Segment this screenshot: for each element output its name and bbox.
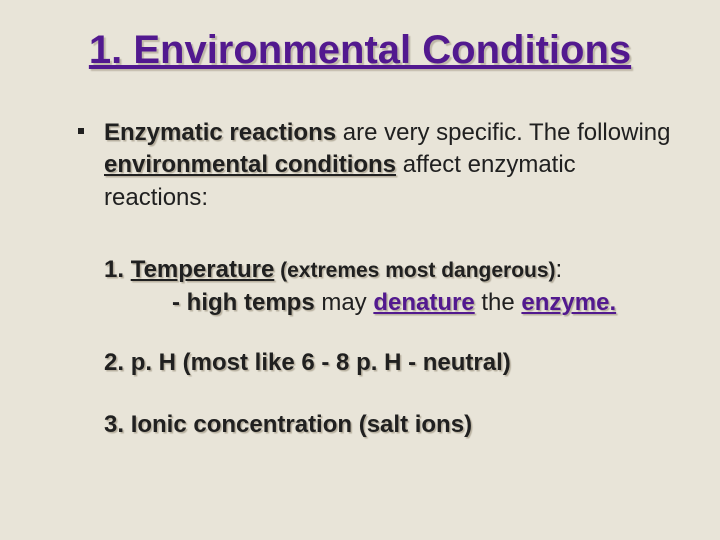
list-item-3: 3. Ionic concentration (salt ions) (48, 409, 672, 441)
intro-paragraph: Enzymatic reactions are very specific. T… (48, 117, 672, 214)
item1-subline: - high temps may denature the enzyme. (48, 289, 672, 317)
item1-sub-may: may (321, 289, 373, 316)
item1-sub-the: the (475, 289, 522, 316)
intro-bold-2: environmental conditions (104, 151, 396, 178)
list-item-1: 1. Temperature (extremes most dangerous)… (48, 254, 672, 286)
item1-paren: (extremes most dangerous) (274, 259, 555, 282)
item2-number: 2. (104, 349, 131, 376)
list-item-2: 2. p. H (most like 6 - 8 p. H - neutral) (48, 347, 672, 379)
item1-label: Temperature (131, 256, 275, 283)
item1-sub-denature: denature (373, 289, 474, 316)
intro-text-1: are very specific. The following (336, 119, 670, 146)
item1-number: 1. (104, 256, 131, 283)
item1-sub-dash: - high temps (172, 289, 321, 316)
item3-number: 3. (104, 411, 131, 438)
item1-sub-enzyme: enzyme. (521, 289, 616, 316)
intro-bold-1: Enzymatic reactions (104, 119, 336, 146)
bullet-dot-icon (78, 128, 84, 134)
item1-colon: : (556, 256, 563, 283)
item2-text: p. H (most like 6 - 8 p. H - neutral) (131, 349, 511, 376)
item3-text: Ionic concentration (salt ions) (131, 411, 472, 438)
slide-title: 1. Environmental Conditions (48, 28, 672, 73)
